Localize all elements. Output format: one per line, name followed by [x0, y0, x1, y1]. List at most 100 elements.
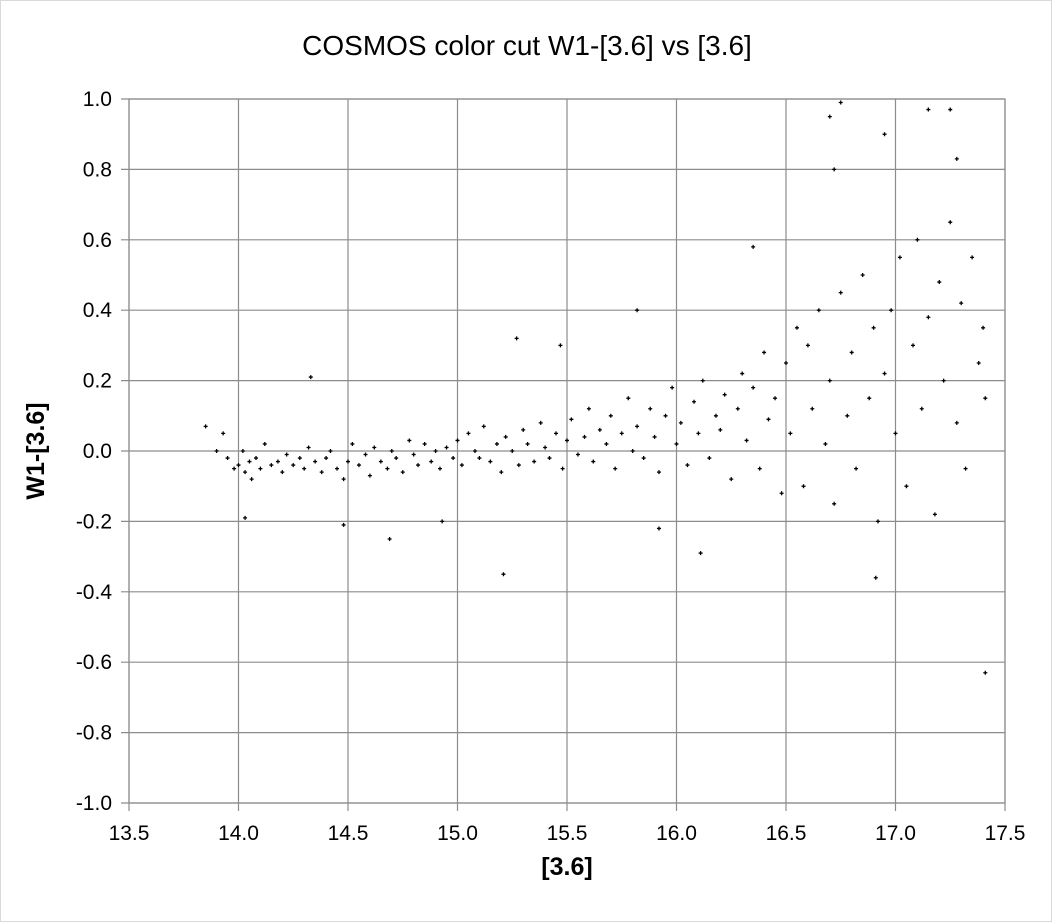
- data-point: [538, 420, 543, 425]
- data-point: [849, 350, 854, 355]
- data-point: [569, 417, 574, 422]
- data-point: [670, 385, 675, 390]
- data-point: [394, 456, 399, 461]
- y-tick-label: 0.2: [83, 370, 112, 393]
- data-point: [696, 431, 701, 436]
- data-point: [766, 417, 771, 422]
- data-point: [422, 441, 427, 446]
- data-point: [328, 449, 333, 453]
- data-point: [932, 512, 937, 517]
- data-point: [757, 466, 762, 471]
- data-point: [613, 466, 618, 471]
- data-point: [663, 413, 668, 418]
- data-point: [816, 308, 821, 313]
- data-point: [919, 406, 924, 411]
- grid: [121, 98, 1006, 811]
- y-tick-label: -0.6: [76, 651, 112, 674]
- data-point: [440, 519, 445, 524]
- data-point: [744, 438, 749, 443]
- data-point: [407, 438, 412, 443]
- data-point: [827, 114, 832, 119]
- data-point: [698, 551, 703, 556]
- data-point: [560, 466, 565, 471]
- x-tick-label: 16.0: [656, 822, 697, 845]
- data-point: [378, 459, 383, 464]
- data-point: [501, 572, 506, 577]
- data-point: [232, 466, 237, 471]
- x-tick-label: 15.5: [547, 822, 588, 845]
- data-point: [722, 392, 727, 397]
- data-point: [678, 420, 683, 425]
- data-point: [416, 463, 421, 468]
- chart-title: COSMOS color cut W1-[3.6] vs [3.6]: [302, 30, 752, 61]
- x-tick-label: 14.5: [328, 822, 369, 845]
- data-point: [597, 427, 602, 432]
- data-point: [915, 237, 920, 242]
- data-point: [983, 670, 988, 675]
- data-point: [473, 449, 478, 453]
- data-point: [203, 424, 208, 429]
- data-point: [948, 220, 953, 225]
- data-point: [630, 449, 635, 453]
- data-point: [981, 325, 986, 330]
- data-point: [832, 501, 837, 506]
- data-point: [221, 431, 226, 436]
- plot-area: [128, 98, 1006, 804]
- data-point: [387, 537, 392, 541]
- data-point: [838, 100, 843, 105]
- data-point: [444, 445, 449, 450]
- x-tick-label: 17.5: [985, 822, 1026, 845]
- data-point: [284, 452, 289, 457]
- data-point: [481, 424, 486, 429]
- x-tick-label: 17.0: [875, 822, 916, 845]
- data-point: [805, 343, 810, 348]
- data-point: [532, 459, 537, 464]
- data-point: [341, 477, 346, 482]
- data-point: [258, 466, 263, 471]
- data-point: [236, 463, 241, 468]
- data-point: [367, 473, 372, 478]
- data-point: [941, 378, 946, 383]
- y-tick-label: -0.8: [76, 722, 112, 745]
- data-point: [860, 273, 865, 277]
- data-point: [652, 434, 657, 439]
- data-point: [280, 470, 285, 475]
- data-point: [558, 343, 563, 348]
- data-point: [308, 375, 313, 380]
- data-point: [385, 466, 390, 471]
- data-point: [832, 167, 837, 172]
- y-axis-title: W1-[3.6]: [22, 402, 50, 499]
- data-point: [963, 466, 968, 471]
- y-tick-label: 0.0: [83, 440, 112, 463]
- data-point: [302, 466, 307, 471]
- data-point: [784, 361, 788, 365]
- x-tick-labels: 13.5 14.0 14.5 15.0 15.5 16.0 16.5 17.0 17.5: [109, 822, 1026, 845]
- data-point: [729, 477, 734, 482]
- data-point: [674, 441, 679, 446]
- data-point: [626, 396, 631, 401]
- data-point: [854, 466, 859, 471]
- data-point: [871, 325, 876, 330]
- data-point: [262, 441, 267, 446]
- y-tick-labels: 1.0 0.8 0.6 0.4 0.2 0.0 -0.2 -0.4 -0.6 -0.8 -1.0: [76, 88, 113, 815]
- data-point: [635, 308, 640, 313]
- data-point: [249, 477, 254, 482]
- data-point: [740, 371, 745, 376]
- data-point: [269, 463, 274, 468]
- data-point: [521, 427, 526, 432]
- data-point: [586, 406, 591, 411]
- data-point: [827, 378, 832, 383]
- y-tick-label: 0.4: [83, 299, 113, 322]
- data-point: [503, 434, 508, 439]
- data-point: [466, 431, 471, 436]
- data-point: [459, 463, 464, 468]
- data-point: [976, 361, 981, 365]
- data-point: [499, 470, 504, 475]
- data-point: [751, 385, 756, 390]
- y-tick-label: -0.4: [76, 581, 113, 604]
- data-point: [762, 350, 767, 355]
- data-point: [525, 441, 530, 446]
- data-point: [904, 484, 909, 489]
- data-point: [488, 459, 493, 464]
